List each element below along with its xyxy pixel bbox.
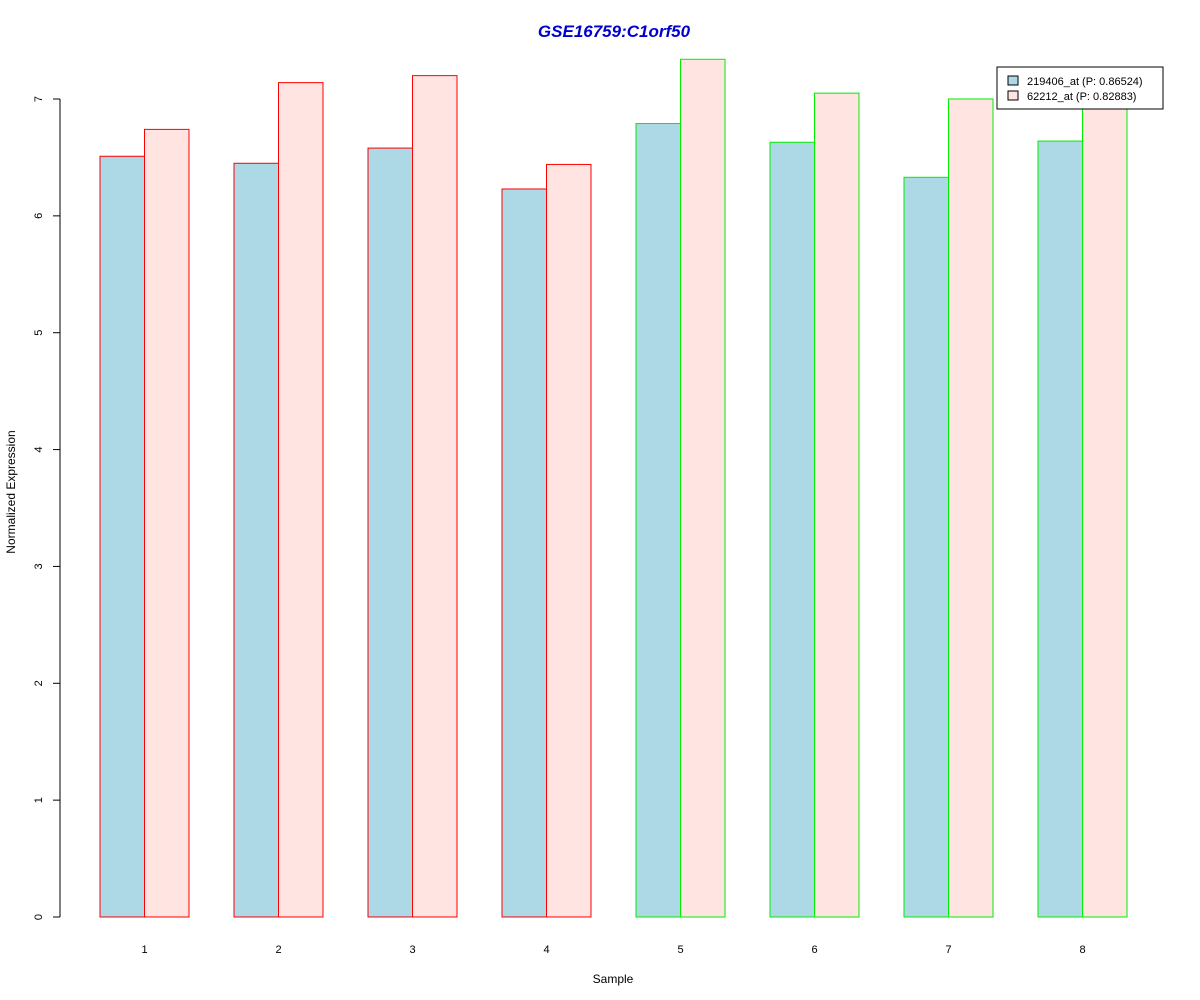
- legend-box: [996, 66, 1164, 110]
- bar-sample-1-series-2: [144, 128, 190, 918]
- y-tick-label-2: 2: [33, 680, 45, 686]
- bar-sample-2-series-1: [233, 162, 279, 918]
- legend-label-series-2: 62212_at (P: 0.82883): [1027, 91, 1136, 103]
- x-tick-label-1: 1: [141, 944, 147, 956]
- x-tick-label-3: 3: [409, 944, 415, 956]
- y-axis-ticks: 0 1 2 3 4 5 6 7: [33, 96, 60, 920]
- bar-sample-6-series-1: [769, 141, 815, 918]
- bar-sample-8-series-1: [1037, 140, 1083, 918]
- y-tick-label-3: 3: [33, 563, 45, 569]
- x-tick-label-5: 5: [677, 944, 683, 956]
- legend-label-series-1: 219406_at (P: 0.86524): [1027, 76, 1143, 88]
- bar-sample-8-series-2: [1082, 100, 1128, 918]
- x-axis-tick-labels: 1 2 3 4 5 6 7 8: [141, 944, 1085, 956]
- x-tick-label-6: 6: [811, 944, 817, 956]
- bar-sample-3-series-2: [412, 75, 458, 918]
- y-axis-label: Normalized Expression: [4, 430, 18, 553]
- bar-sample-1-series-1: [99, 155, 145, 918]
- legend: 219406_at (P: 0.86524) 62212_at (P: 0.82…: [996, 66, 1164, 110]
- chart-title: GSE16759:C1orf50: [538, 22, 691, 41]
- bar-sample-4-series-1: [501, 188, 547, 918]
- bar-sample-2-series-2: [278, 82, 324, 918]
- bar-sample-7-series-1: [903, 176, 949, 918]
- x-tick-label-7: 7: [945, 944, 951, 956]
- y-tick-label-6: 6: [33, 213, 45, 219]
- legend-swatch-series-2: [1007, 90, 1019, 101]
- y-tick-label-0: 0: [33, 914, 45, 920]
- y-tick-label-4: 4: [33, 447, 45, 453]
- x-tick-label-2: 2: [275, 944, 281, 956]
- legend-swatch-series-1: [1007, 75, 1019, 86]
- y-tick-label-5: 5: [33, 330, 45, 336]
- bars-group: [99, 58, 1128, 918]
- y-tick-label-7: 7: [33, 96, 45, 102]
- x-axis-label: Sample: [593, 972, 634, 986]
- bar-sample-4-series-2: [546, 163, 592, 918]
- bar-sample-7-series-2: [948, 98, 994, 918]
- y-tick-label-1: 1: [33, 797, 45, 803]
- bar-sample-5-series-1: [635, 123, 681, 918]
- bar-sample-5-series-2: [680, 58, 726, 918]
- x-tick-label-4: 4: [543, 944, 549, 956]
- x-tick-label-8: 8: [1079, 944, 1085, 956]
- bar-sample-3-series-1: [367, 147, 413, 918]
- bar-sample-6-series-2: [814, 92, 860, 918]
